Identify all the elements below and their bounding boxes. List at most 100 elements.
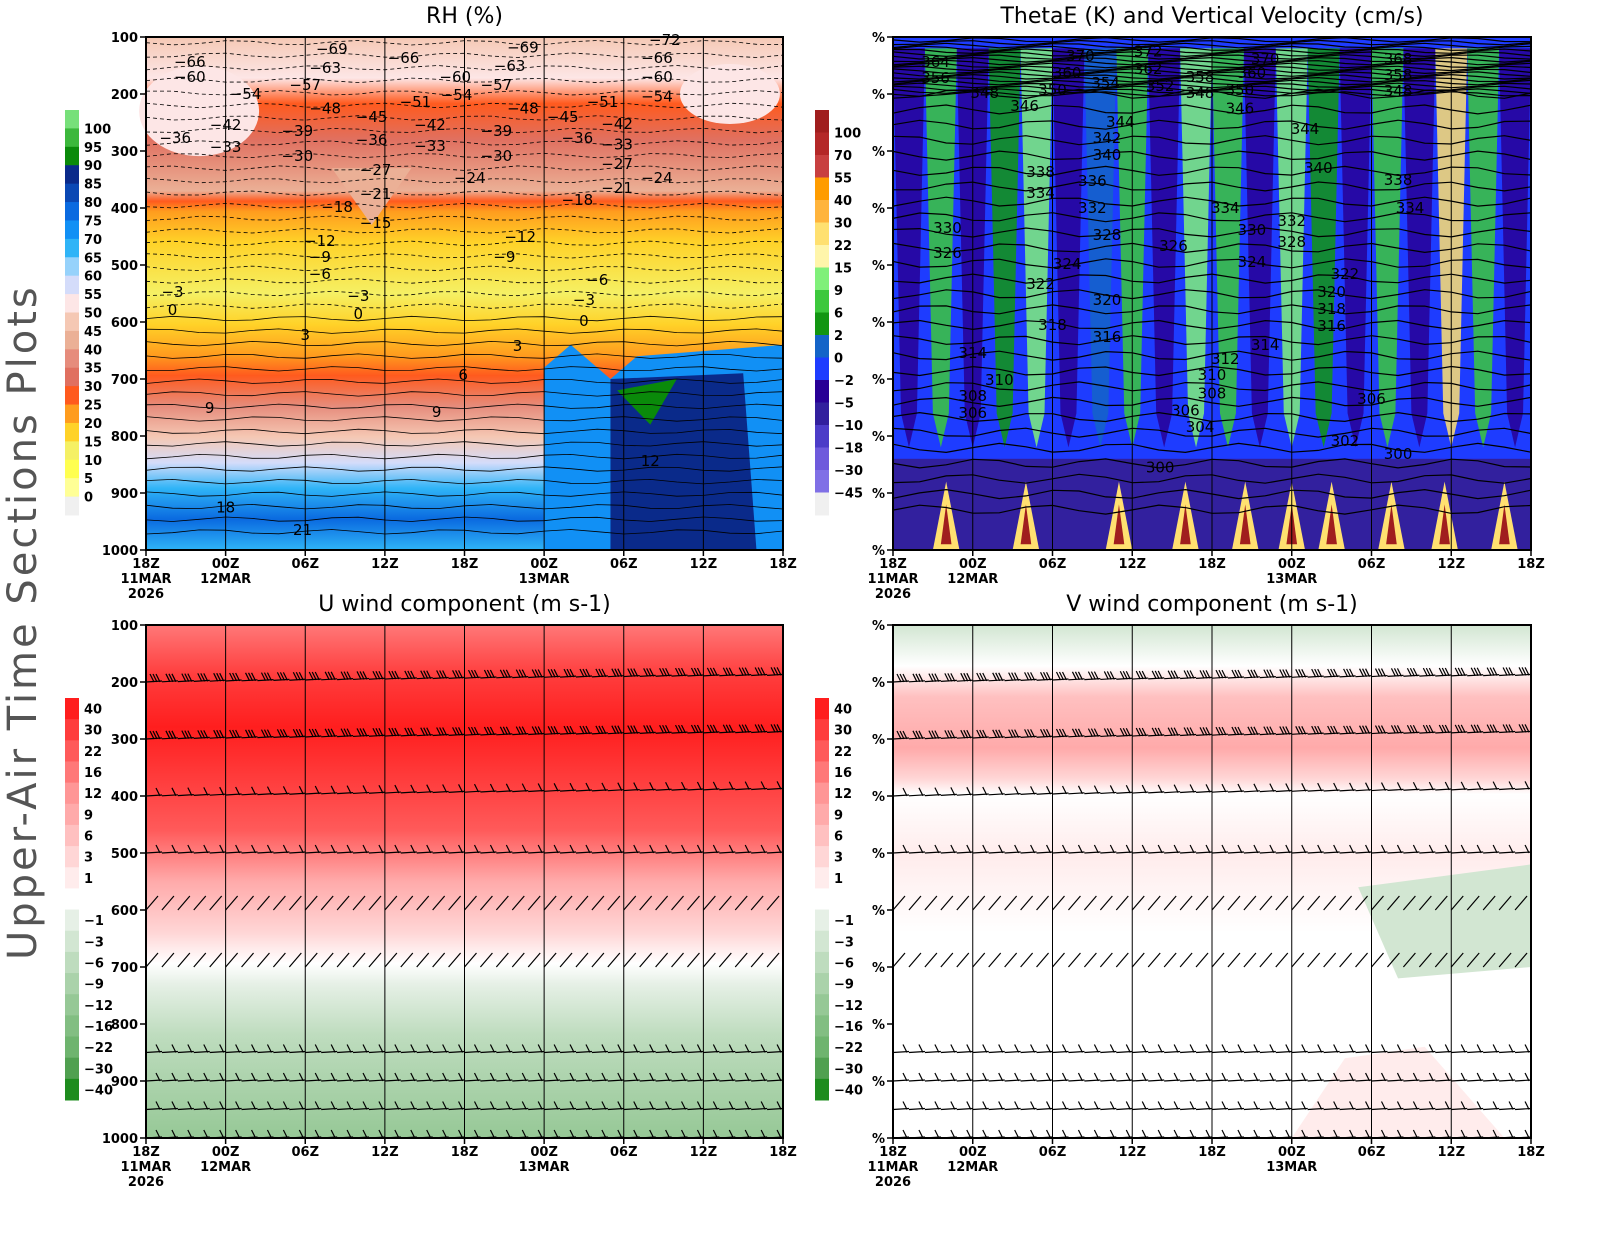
wind-barb-flag [1476,667,1482,677]
wind-barb-flag [760,1072,766,1082]
y-tick-label: 1000 [102,544,138,559]
wind-barb [272,895,286,911]
x-tick-label: 06Z [1358,1145,1386,1160]
wind-barb-flag [298,728,304,738]
wind-barb-flag [1380,725,1387,734]
v-negative-region [1358,864,1531,979]
wind-barb-flag [251,672,257,682]
wind-barb-flag [235,844,241,854]
panel-rh: −66−60−54−42−33−36−69−63−57−48−39−30−66−… [65,4,797,602]
wind-barb-flag [1349,1044,1355,1053]
wind-barb-flag [1263,726,1269,735]
wind-barb-flag [537,1072,543,1082]
wind-barb-flag [1058,728,1065,738]
colorbar-label: −1 [84,914,104,929]
wind-barb [718,895,732,911]
wind-barb-flag [372,727,378,737]
colorbar-swatch [65,973,79,995]
contour-label: 6 [458,366,468,384]
wind-barb-flag [744,667,750,676]
colorbar-label: −16 [834,1020,863,1035]
wind-barb [495,895,509,911]
rh-saturated-patch [617,379,677,425]
colorbar-label: 1 [84,872,93,887]
wind-barb-flag [1374,668,1381,677]
wind-barb-flag [950,787,956,796]
wind-barb-flag [912,730,918,740]
contour-label: 21 [293,521,312,539]
wind-barb-flag [1301,1101,1307,1110]
x-year-label: 2026 [128,587,164,602]
wind-barb-flag [582,668,588,678]
colorbar-swatch [815,994,829,1016]
wind-barb-flag [171,673,177,683]
wind-barb-flag [611,725,617,734]
wind-barb-flag [245,729,251,739]
wind-barb-flag [579,668,585,678]
wind-barb-flag [1460,1101,1466,1110]
wind-barb-flag [362,671,368,680]
wind-barb-flag [1071,728,1077,738]
wind-barb-flag [712,1072,718,1082]
wind-barb-flag [1524,1044,1530,1053]
wind-barb-flag [1346,668,1352,678]
wind-barb-flag [563,725,569,735]
wind-barb-flag [219,1129,225,1139]
wind-barb-flag [346,844,352,854]
wind-barb-flag [362,1129,368,1139]
wind-barb-flag [1524,1072,1530,1082]
wind-barb-flag [1508,667,1514,676]
wind-barb-flag [521,1072,527,1082]
wind-barb-flag [665,724,671,734]
y-tick-label: % [872,733,885,748]
wind-barb-flag [1333,668,1339,678]
wind-barb [639,895,653,911]
wind-barb-flag [1027,672,1033,681]
contour-label: −21 [360,185,392,203]
wind-barb-flag [665,1101,671,1110]
wind-barb-flag [1524,844,1530,854]
wind-barb-flag [235,1129,241,1139]
contour-label: −51 [587,93,619,111]
colorbar-swatch [65,478,79,498]
wind-barb-flag [410,784,416,794]
colorbar-swatch [815,1015,829,1038]
wind-barb-flag [744,781,750,790]
colorbar-swatch [815,222,829,246]
wind-barb-flag [1508,1072,1514,1082]
colorbar-swatch [815,740,829,762]
wind-barb-flag [1317,1072,1323,1082]
wind-barb [702,952,716,968]
wind-barb-flag [187,844,193,854]
wind-barb-flag [1412,781,1418,791]
wind-barb [432,952,446,968]
contour-label: 334 [1026,184,1055,202]
wind-barb-flag [203,844,209,854]
wind-barb [527,952,541,968]
wind-barb [177,895,191,911]
wind-barb-flag [426,1072,432,1082]
wind-barb-flag [499,669,505,679]
wind-barb-flag [966,729,972,739]
wind-barb-flag [473,726,480,736]
wind-barb-flag [633,1129,639,1139]
wind-barb-flag [633,1072,639,1082]
wind-barb-flag [171,1044,177,1053]
x-tick-label: 06Z [1039,557,1067,572]
wind-barb-flag [1444,724,1450,734]
wind-barb-flag [1362,668,1368,677]
wind-barb-flag [1141,1101,1147,1110]
wind-barb-flag [1295,726,1301,735]
wind-barb [1020,952,1034,968]
wind-barb-flag [394,784,400,794]
wind-barb-flag [1014,672,1020,681]
wind-barb [272,952,286,968]
colorbar-label: −12 [834,999,863,1014]
wind-barb-flag [1109,1101,1115,1110]
wind-barb [448,895,462,911]
wind-barb-flag [728,1072,734,1082]
wind-barb-flag [314,785,320,795]
wind-barb-flag [553,1044,559,1053]
colorbar-swatch [815,492,829,516]
